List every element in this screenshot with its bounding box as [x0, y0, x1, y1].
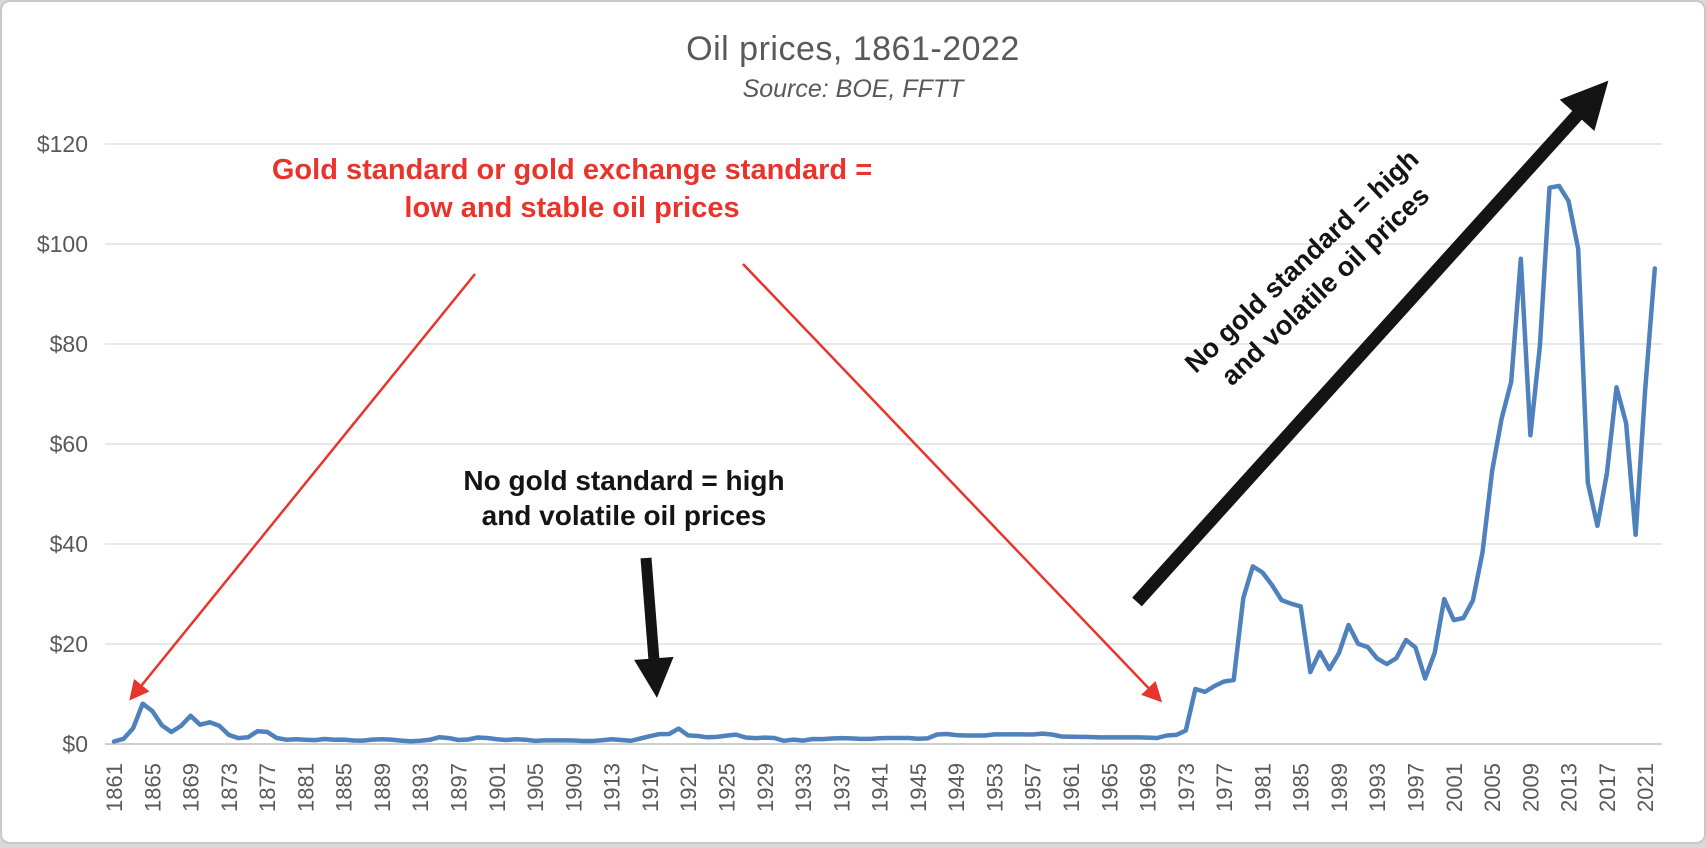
annotation-gold-standard-line1: Gold standard or gold exchange standard …: [271, 154, 873, 186]
x-axis-label: 1977: [1212, 763, 1237, 812]
x-axis-label: 2013: [1557, 763, 1582, 812]
x-axis-label: 1949: [944, 763, 969, 812]
annotation-no-gold-mid-line2: and volatile oil prices: [481, 500, 767, 531]
axis-labels: $0 $20 $40 $60 $80 $100 $120 1861 1865 1869 1873 18…: [37, 131, 1658, 812]
black-arrow-down: [634, 557, 674, 698]
gridlines: [105, 143, 1662, 745]
x-axis-label: 1965: [1097, 763, 1122, 812]
x-axis-label: 1905: [523, 763, 548, 812]
x-axis-label: 2005: [1480, 763, 1505, 812]
y-axis-label: $0: [62, 731, 88, 757]
x-axis-label: 1957: [1021, 763, 1046, 812]
x-axis-label: 1877: [255, 763, 280, 812]
y-axis-label: $80: [50, 331, 88, 357]
y-axis-label: $100: [37, 231, 88, 257]
y-axis-label: $60: [50, 431, 88, 457]
black-arrow-up-right: [1132, 80, 1609, 607]
x-axis-label: 1997: [1404, 763, 1429, 812]
x-axis-label: 1885: [332, 763, 357, 812]
x-axis-label: 1893: [408, 763, 433, 812]
x-axis-label: 1941: [868, 763, 893, 812]
y-axis-label: $120: [37, 131, 88, 157]
x-axis-label: 1873: [217, 763, 242, 812]
x-axis-label: 1937: [829, 763, 854, 812]
x-axis-label: 2009: [1518, 763, 1543, 812]
oil-price-line: [111, 183, 1658, 744]
x-axis-label: 1861: [102, 763, 127, 812]
annotation-no-gold-standard-mid: No gold standard = high and volatile oil…: [463, 463, 784, 533]
annotation-gold-standard-line2: low and stable oil prices: [404, 191, 740, 224]
x-axis-label: 1897: [447, 763, 472, 812]
x-axis-label: 1881: [293, 763, 318, 812]
red-arrow-left: [129, 273, 476, 701]
red-arrow-right: [742, 263, 1163, 703]
x-axis-label: 1985: [1289, 763, 1314, 812]
price-line-series: [111, 183, 1658, 744]
x-axis-label: 1993: [1365, 763, 1390, 812]
chart-subtitle: Source: BOE, FFTT: [742, 75, 964, 103]
annotation-gold-standard: Gold standard or gold exchange standard …: [272, 152, 872, 227]
x-axis-label: 1913: [600, 763, 625, 812]
x-axis-label: 1917: [638, 763, 663, 812]
x-axis-label: 1925: [714, 763, 739, 812]
x-axis-label: 2017: [1595, 763, 1620, 812]
y-axis-label: $20: [50, 631, 88, 657]
x-axis-label: 1961: [1059, 763, 1084, 812]
x-axis-label: 1929: [753, 763, 778, 812]
x-axis-label: 1989: [1327, 763, 1352, 812]
x-axis-label: 2021: [1633, 763, 1658, 812]
x-axis-label: 1945: [906, 763, 931, 812]
x-axis-label: 1953: [982, 763, 1007, 812]
x-axis-label: 1869: [179, 763, 204, 812]
x-axis-label: 1969: [1136, 763, 1161, 812]
chart-title: Oil prices, 1861-2022: [686, 30, 1020, 68]
annotation-no-gold-mid-line1: No gold standard = high: [463, 465, 785, 496]
x-axis-label: 1889: [370, 763, 395, 812]
x-axis-label: 1973: [1174, 763, 1199, 812]
annotation-arrows: [129, 80, 1609, 703]
x-axis-label: 1981: [1250, 763, 1275, 812]
y-axis-label: $40: [50, 531, 88, 557]
x-axis-label: 1921: [676, 763, 701, 812]
x-axis-label: 1901: [485, 763, 510, 812]
x-axis-label: 1933: [791, 763, 816, 812]
x-axis-label: 2001: [1442, 763, 1467, 812]
x-axis-label: 1865: [140, 763, 165, 812]
x-axis-label: 1909: [561, 763, 586, 812]
